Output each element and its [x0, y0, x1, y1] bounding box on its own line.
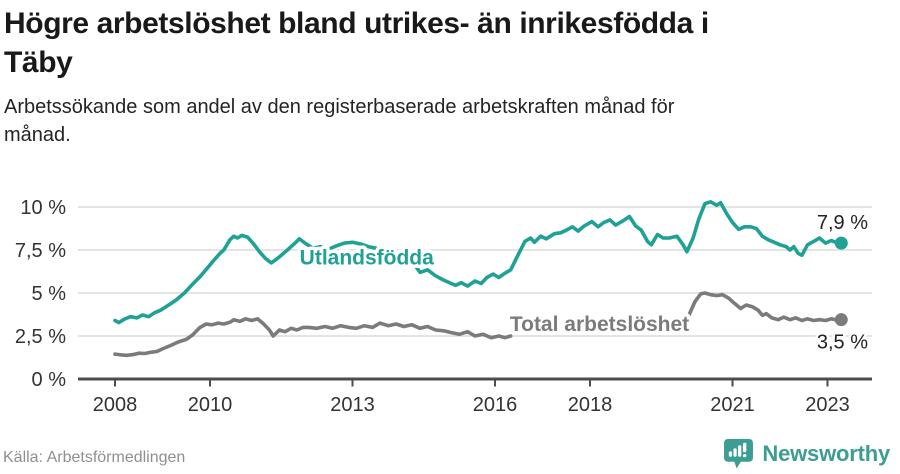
chart-subtitle: Arbetssökande som andel av den registerb… — [4, 96, 675, 146]
y-tick-label: 5 % — [32, 283, 67, 305]
y-tick-label: 7,5 % — [15, 240, 66, 262]
series-end-value: 3,5 % — [817, 332, 868, 354]
series-line-total — [686, 291, 844, 323]
line-chart: 0 % 2,5 % 5 % 7,5 % 10 % 2008 2010 2013 2016 2018… — [0, 185, 900, 435]
y-tick-label: 0 % — [32, 369, 67, 391]
series-end-value: 7,9 % — [817, 212, 868, 234]
series-label: Total arbetslöshet — [510, 313, 689, 336]
newsworthy-bubble-chart-icon — [724, 439, 754, 469]
series-line-utlandsfodda — [113, 199, 844, 325]
chart-header: Högre arbetslöshet bland utrikes- än inr… — [4, 4, 896, 149]
x-tick-label: 2010 — [188, 394, 233, 416]
newsworthy-logo[interactable]: Newsworthy — [723, 438, 890, 470]
x-tick-label: 2016 — [473, 394, 518, 416]
page-title: Högre arbetslöshet bland utrikes- än inr… — [4, 7, 709, 79]
brand-name: Newsworthy — [762, 441, 890, 466]
series-label: Utlandsfödda — [300, 247, 434, 270]
chart-svg: 0 % 2,5 % 5 % 7,5 % 10 % 2008 2010 2013 2016 2018… — [15, 197, 872, 416]
x-tick-label: 2008 — [93, 394, 138, 416]
x-tick-label: 2018 — [568, 394, 613, 416]
series-line-total — [113, 317, 513, 358]
source-note: Källa: Arbetsförmedlingen — [3, 449, 186, 466]
x-tick-label: 2021 — [710, 394, 755, 416]
x-tick-label: 2013 — [330, 394, 375, 416]
series-end-dot — [834, 236, 848, 250]
series-end-dot — [834, 313, 848, 327]
x-tick-label: 2023 — [805, 394, 850, 416]
y-tick-label: 10 % — [20, 197, 66, 219]
y-tick-label: 2,5 % — [15, 326, 66, 348]
